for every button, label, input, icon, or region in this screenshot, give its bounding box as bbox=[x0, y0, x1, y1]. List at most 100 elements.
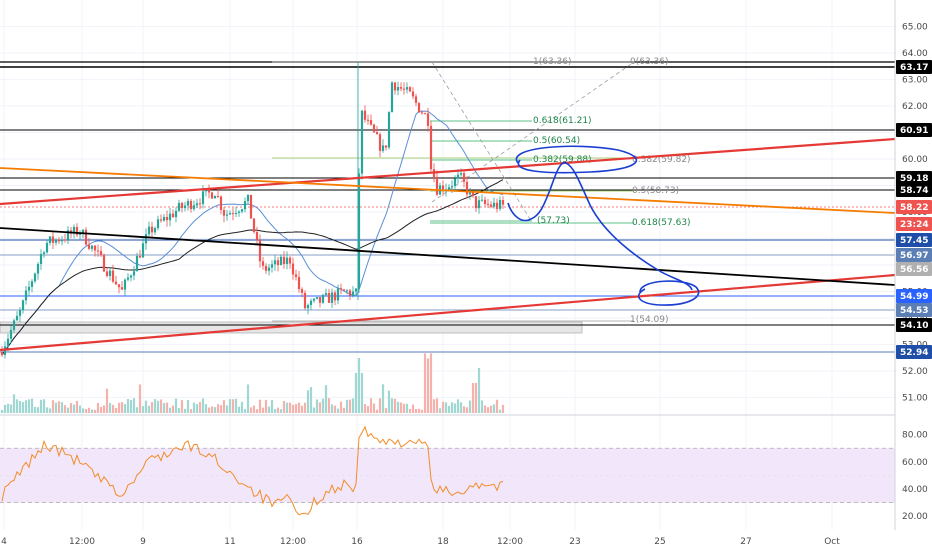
volume-bar bbox=[18, 400, 22, 413]
price-tag bbox=[896, 183, 932, 197]
candle-body bbox=[375, 132, 379, 135]
candle-body bbox=[186, 200, 190, 206]
candle-body bbox=[84, 229, 88, 245]
volume-bar bbox=[393, 398, 397, 413]
price-tag-label: 23:24 bbox=[900, 220, 929, 230]
volume-bar bbox=[216, 404, 220, 413]
candle-body bbox=[0, 352, 4, 356]
zone-box bbox=[0, 321, 583, 334]
volume-bar bbox=[99, 406, 103, 413]
volume-bar bbox=[471, 383, 475, 413]
candle-body bbox=[51, 236, 55, 243]
price-tag bbox=[896, 303, 932, 317]
time-tick-label: 18 bbox=[437, 537, 449, 547]
volume-bar bbox=[288, 402, 292, 413]
volume-bar bbox=[306, 390, 310, 413]
volume-bar bbox=[213, 407, 217, 413]
candle-body bbox=[243, 201, 247, 210]
volume-bar bbox=[48, 408, 52, 413]
candle-body bbox=[276, 260, 280, 266]
fib-label: 1(63.36) bbox=[533, 57, 572, 67]
volume-bar bbox=[204, 404, 208, 413]
volume-bar bbox=[231, 399, 235, 413]
candle-body bbox=[114, 281, 118, 285]
candle-body bbox=[36, 264, 40, 274]
candle-body bbox=[15, 315, 19, 321]
time-tick-label: 12:00 bbox=[497, 537, 523, 547]
price-tag bbox=[896, 289, 932, 303]
time-axis[interactable]: 4 12:00 9 11 12:00 16 18 12:00 23 25 27 Oct bbox=[1, 537, 840, 547]
candle-body bbox=[108, 270, 112, 276]
time-tick-label: 12:00 bbox=[280, 537, 306, 547]
volume-bar bbox=[351, 398, 355, 413]
volume-bar bbox=[90, 409, 94, 413]
volume-bar bbox=[294, 404, 298, 413]
price-tag bbox=[896, 262, 932, 276]
candle-body bbox=[399, 87, 403, 89]
volume-bar bbox=[474, 383, 478, 413]
candle-body bbox=[105, 271, 109, 276]
candle-body bbox=[408, 87, 412, 92]
volume-bar bbox=[411, 404, 415, 413]
price-tag bbox=[896, 248, 932, 262]
candle-body bbox=[222, 209, 226, 216]
candle-body bbox=[171, 213, 175, 218]
candle-body bbox=[354, 288, 358, 292]
volume-bar bbox=[153, 399, 157, 413]
candle-body bbox=[414, 96, 418, 103]
volume-bar bbox=[447, 405, 451, 413]
price-tag-label: 56.56 bbox=[900, 265, 928, 275]
volume-bar bbox=[495, 399, 499, 413]
volume-bar bbox=[102, 405, 106, 413]
candle-body bbox=[459, 173, 463, 175]
volume-bar bbox=[315, 399, 319, 413]
candle-body bbox=[162, 216, 166, 221]
annotation-path bbox=[507, 161, 693, 291]
candle-body bbox=[279, 256, 283, 266]
rsi-tick-label: 80.00 bbox=[902, 431, 928, 441]
candle-body bbox=[231, 213, 235, 215]
volume-bar bbox=[267, 406, 271, 413]
candle-body bbox=[195, 203, 199, 206]
price-tick-label: 64.00 bbox=[902, 49, 928, 59]
candle-body bbox=[225, 214, 229, 216]
candle-body bbox=[54, 239, 58, 243]
volume-bar bbox=[162, 403, 166, 413]
fib-label: 1(54.09) bbox=[630, 315, 669, 325]
time-tick-label: 4 bbox=[1, 537, 7, 547]
candle-body bbox=[117, 284, 121, 288]
volume-bar bbox=[345, 399, 349, 413]
candle-body bbox=[336, 288, 340, 301]
candle-body bbox=[273, 260, 277, 265]
volume-bar bbox=[312, 407, 316, 413]
candle-body bbox=[66, 230, 70, 240]
volume-bar bbox=[408, 408, 412, 413]
volume-bar bbox=[360, 373, 364, 413]
volume-bar bbox=[87, 407, 91, 413]
volume-bar bbox=[276, 407, 280, 413]
volume-bar bbox=[483, 405, 487, 413]
candle-body bbox=[237, 211, 241, 213]
candle-body bbox=[462, 173, 466, 182]
volume-bar bbox=[441, 401, 445, 413]
candle-body bbox=[357, 173, 361, 289]
candle-body bbox=[234, 212, 238, 214]
volume-bar bbox=[123, 404, 127, 413]
price-tags: 63.17 60.91 59.18 58.74 58.22 23:24 57.45 56.97… bbox=[896, 60, 932, 359]
volume-bar bbox=[42, 399, 46, 413]
candle-body bbox=[213, 195, 217, 199]
volume-bar bbox=[12, 394, 16, 413]
volume-bar bbox=[489, 405, 493, 413]
volume-bar bbox=[225, 405, 229, 413]
candle-body bbox=[390, 82, 394, 113]
candle-body bbox=[324, 293, 328, 295]
candle-body bbox=[342, 289, 346, 291]
candle-body bbox=[288, 257, 292, 264]
volume-bar bbox=[318, 402, 322, 413]
candle-body bbox=[489, 204, 493, 207]
candle-body bbox=[72, 226, 76, 234]
candle-body bbox=[405, 87, 409, 90]
candle-body bbox=[6, 338, 10, 347]
volume-bar bbox=[192, 402, 196, 413]
